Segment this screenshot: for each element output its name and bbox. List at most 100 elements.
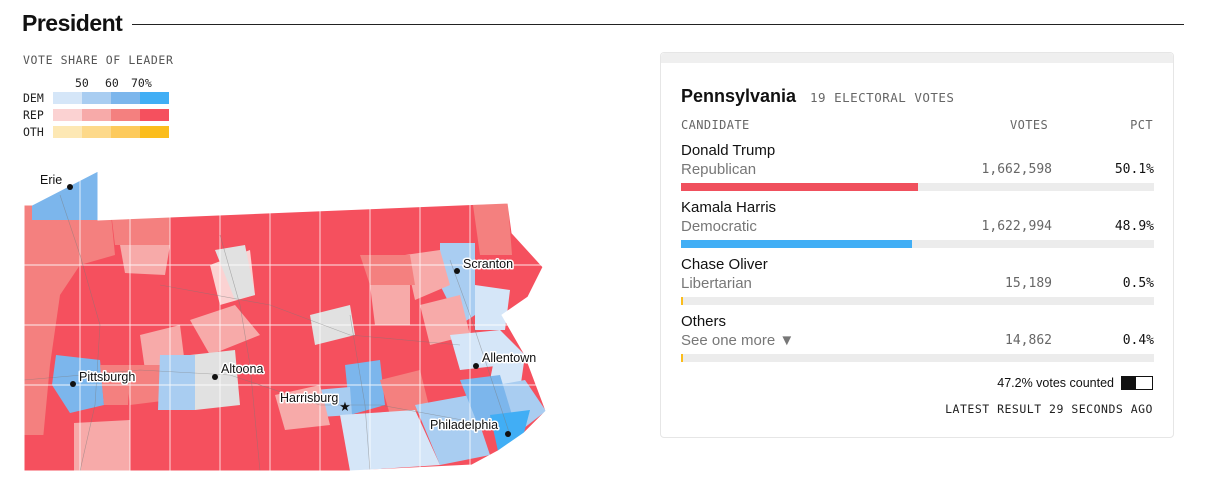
county[interactable]: [380, 370, 430, 415]
vote-share-bar: [681, 354, 1154, 362]
county[interactable]: [490, 330, 525, 390]
legend-tick-70: 70%: [131, 76, 152, 90]
county[interactable]: [405, 250, 450, 300]
card-top-bar: [661, 53, 1173, 63]
electoral-votes: 19 ELECTORAL VOTES: [810, 90, 955, 105]
county[interactable]: [24, 205, 80, 471]
legend-row-rep: REP: [23, 107, 169, 122]
header-votes: VOTES: [1010, 118, 1049, 132]
city-marker-allentown: [473, 363, 479, 369]
candidate-name: Kamala Harris: [681, 199, 777, 216]
county[interactable]: [370, 285, 410, 325]
legend-swatch: [140, 125, 169, 138]
vote-share-bar: [681, 183, 1154, 191]
county[interactable]: [74, 420, 130, 471]
county[interactable]: [420, 295, 470, 345]
county[interactable]: [473, 203, 512, 255]
candidate-row: Chase Oliver Libertarian 15,189 0.5%: [681, 256, 1154, 308]
county[interactable]: [110, 203, 170, 245]
county[interactable]: [120, 245, 170, 275]
legend-swatch: [111, 91, 140, 104]
votes-counted: 47.2% votes counted: [997, 376, 1153, 390]
county[interactable]: [340, 410, 440, 471]
county[interactable]: [475, 285, 510, 330]
results-card: Pennsylvania 19 ELECTORAL VOTES CANDIDAT…: [660, 52, 1174, 438]
legend-label-dem: DEM: [23, 90, 44, 105]
candidate-row: Donald Trump Republican 1,662,598 50.1%: [681, 142, 1154, 194]
city-marker-pittsburgh: [70, 381, 76, 387]
candidate-pct: 48.9%: [1114, 219, 1154, 234]
candidate-party: Republican: [681, 161, 757, 178]
legend-tick-50: 50: [75, 76, 89, 90]
candidate-name: Others: [681, 313, 727, 330]
legend-swatch: [53, 125, 82, 138]
legend-swatch: [53, 91, 82, 104]
city-label-erie: Erie: [40, 173, 62, 187]
candidate-pct: 0.4%: [1122, 333, 1154, 348]
candidate-party: Democratic: [681, 218, 757, 235]
county[interactable]: [360, 255, 415, 285]
county[interactable]: [52, 355, 104, 413]
vote-share-bar: [681, 297, 1154, 305]
candidate-votes: 1,622,994: [981, 219, 1052, 234]
candidate-pct: 50.1%: [1114, 162, 1154, 177]
county[interactable]: [32, 171, 98, 220]
county-map[interactable]: Erie Scranton Allentown Pittsburgh Altoo…: [20, 165, 550, 475]
pennsylvania-county-map[interactable]: Erie Scranton Allentown Pittsburgh Altoo…: [20, 165, 550, 475]
legend-title: VOTE SHARE OF LEADER: [23, 53, 174, 67]
county[interactable]: [345, 360, 385, 415]
candidate-name: Chase Oliver: [681, 256, 768, 273]
legend-label-rep: REP: [23, 107, 44, 122]
legend-swatch: [140, 108, 169, 121]
city-label-altoona: Altoona: [221, 362, 263, 376]
vote-share-fill: [681, 297, 683, 305]
legend-swatch: [82, 108, 111, 121]
legend-row-dem: DEM: [23, 90, 169, 105]
city-label-scranton: Scranton: [463, 257, 513, 271]
city-marker-scranton: [454, 268, 460, 274]
city-marker-altoona: [212, 374, 218, 380]
city-label-philadelphia: Philadelphia: [430, 418, 498, 432]
vote-share-fill: [681, 183, 918, 191]
city-marker-philadelphia: [505, 431, 511, 437]
county[interactable]: [490, 410, 530, 451]
candidate-votes: 1,662,598: [981, 162, 1052, 177]
legend-tick-60: 60: [105, 76, 119, 90]
votes-counted-fill: [1122, 377, 1137, 389]
legend-swatch: [82, 125, 111, 138]
candidate-pct: 0.5%: [1122, 276, 1154, 291]
legend-label-oth: OTH: [23, 124, 44, 139]
candidate-row: Kamala Harris Democratic 1,622,994 48.9%: [681, 199, 1154, 251]
votes-counted-meter: [1121, 376, 1153, 390]
county[interactable]: [215, 245, 255, 300]
city-label-allentown: Allentown: [482, 351, 536, 365]
city-marker-erie: [67, 184, 73, 190]
legend-swatch: [140, 91, 169, 104]
city-label-harrisburg: Harrisburg: [280, 391, 338, 405]
color-legend: VOTE SHARE OF LEADER 50 60 70% DEM REP O…: [23, 53, 174, 139]
road-lines: [24, 194, 511, 471]
legend-swatches-oth: [53, 125, 169, 138]
legend-swatches-dem: [53, 91, 169, 104]
candidate-votes: 15,189: [1005, 276, 1052, 291]
legend-swatch: [53, 108, 82, 121]
county[interactable]: [158, 355, 195, 410]
candidate-row: Others See one more ▼ 14,862 0.4%: [681, 313, 1154, 365]
last-updated: LATEST RESULT 29 SECONDS AGO: [945, 402, 1153, 416]
city-label-pittsburgh: Pittsburgh: [79, 370, 135, 384]
county[interactable]: [275, 385, 330, 430]
title-divider: [132, 24, 1184, 25]
see-more-toggle[interactable]: See one more ▼: [681, 332, 795, 349]
county[interactable]: [190, 305, 260, 355]
vote-share-bar: [681, 240, 1154, 248]
header: President: [22, 8, 1184, 38]
vote-share-fill: [681, 354, 683, 362]
county-borders: [24, 171, 546, 471]
candidate-party: Libertarian: [681, 275, 752, 292]
county[interactable]: [415, 395, 490, 465]
header-pct: PCT: [1130, 118, 1153, 132]
county[interactable]: [450, 330, 505, 370]
legend-swatch: [111, 108, 140, 121]
state-outline: [23, 170, 547, 472]
county[interactable]: [24, 435, 74, 471]
